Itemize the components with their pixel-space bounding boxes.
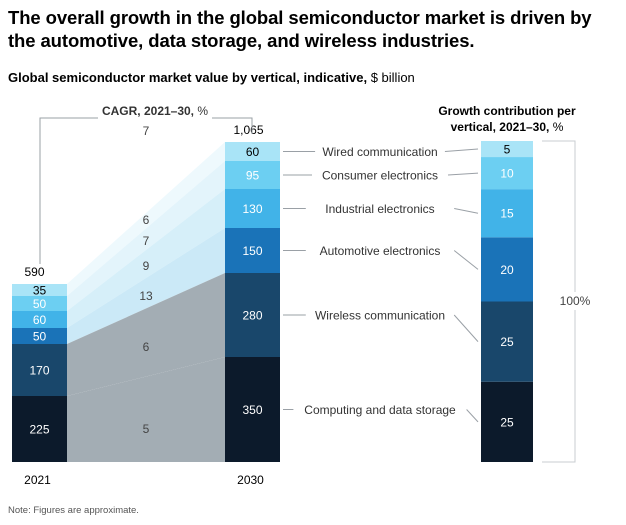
connector-right-industrial-electronics — [454, 208, 479, 214]
connector-right-wired-communication — [444, 148, 479, 152]
cagr-value-wired-communication: 6 — [143, 213, 150, 227]
contribution-segment-computing-and-data-storage — [481, 381, 533, 462]
contribution-segment-wireless-communication — [481, 301, 533, 382]
total-contribution-label: 100% — [560, 294, 591, 308]
cagr-total: 7 — [143, 124, 150, 138]
bar-segment-2021-automotive-electronics — [12, 328, 67, 344]
cagr-value-consumer-electronics: 7 — [143, 234, 150, 248]
cagr-value-industrial-electronics: 9 — [143, 259, 150, 273]
cagr-value-wireless-communication: 6 — [143, 340, 150, 354]
contribution-title-line1: Growth contribution per — [438, 104, 576, 118]
value-label-2030-automotive-electronics: 150 — [242, 244, 262, 258]
cagr-band-wireless-communication — [67, 273, 225, 396]
value-label-2030-wired-communication: 60 — [246, 145, 260, 159]
contribution-bar: 25 25 20 15 10 5 — [481, 141, 533, 462]
total-label-2021: 590 — [24, 265, 44, 279]
bar-segment-2030-automotive-electronics — [225, 228, 280, 273]
value-label-2021-automotive-electronics: 50 — [33, 330, 47, 344]
bar-segment-2030-computing-and-data-storage — [225, 357, 280, 462]
subtitle-unit: $ billion — [370, 70, 415, 85]
cagr-band-consumer-electronics — [67, 161, 225, 311]
bar-segment-2021-industrial-electronics — [12, 311, 67, 328]
bar-segment-2021-consumer-electronics — [12, 296, 67, 311]
connector-right-computing-and-data-storage — [466, 409, 479, 423]
cagr-bracket-left — [39, 117, 98, 264]
bar-segment-2030-wireless-communication — [225, 273, 280, 357]
series-label-wired-communication: Wired communication — [322, 145, 437, 159]
contribution-segment-automotive-electronics — [481, 237, 533, 302]
value-label-2030-industrial-electronics: 130 — [242, 202, 262, 216]
cagr-band-industrial-electronics — [67, 189, 225, 328]
cagr-band-automotive-electronics — [67, 228, 225, 344]
value-label-2021-consumer-electronics: 50 — [33, 297, 47, 311]
connector-right-wireless-communication — [453, 314, 479, 342]
connector-right-automotive-electronics — [453, 250, 479, 270]
bar-segment-2030-industrial-electronics — [225, 189, 280, 228]
contribution-title-unit: % — [553, 120, 564, 134]
value-label-2030-wireless-communication: 280 — [242, 309, 262, 323]
contribution-label-computing-and-data-storage: 25 — [500, 415, 514, 429]
contribution-label-wired-communication: 5 — [504, 143, 511, 157]
value-label-2030-computing-and-data-storage: 350 — [242, 403, 262, 417]
series-label-consumer-electronics: Consumer electronics — [322, 169, 438, 183]
chart-labels: 590 1,065 2021 2030 CAGR, 2021–30, % 7 5 6 13 9 7 6… — [24, 104, 594, 487]
series-label-automotive-electronics: Automotive electronics — [320, 244, 441, 258]
total-bracket-gap — [556, 292, 594, 310]
cagr-header-text: CAGR, 2021–30, — [102, 104, 197, 118]
total-label-2030: 1,065 — [233, 123, 263, 137]
series-label-wireless-communication: Wireless communication — [315, 309, 445, 323]
cagr-band-computing-and-data-storage — [67, 357, 225, 462]
connector-right-consumer-electronics — [447, 172, 479, 176]
cagr-value-computing-and-data-storage: 5 — [143, 422, 150, 436]
bar-segment-2030-wired-communication — [225, 142, 280, 161]
contribution-label-wireless-communication: 25 — [500, 335, 514, 349]
series-label-industrial-electronics: Industrial electronics — [325, 202, 434, 216]
cagr-header: CAGR, 2021–30, % — [102, 104, 208, 118]
contribution-label-automotive-electronics: 20 — [500, 263, 514, 277]
value-label-2021-wired-communication: 35 — [33, 284, 47, 298]
value-label-2030-consumer-electronics: 95 — [246, 169, 260, 183]
x-tick-label-2030: 2030 — [237, 473, 264, 487]
x-tick-label-2021: 2021 — [24, 473, 51, 487]
value-label-2021-industrial-electronics: 60 — [33, 313, 47, 327]
series-label-computing-and-data-storage: Computing and data storage — [304, 403, 456, 417]
contribution-segment-wired-communication — [481, 141, 533, 158]
cagr-value-automotive-electronics: 13 — [139, 289, 153, 303]
chart-subtitle: Global semiconductor market value by ver… — [8, 70, 415, 85]
bar-segment-2030-consumer-electronics — [225, 161, 280, 189]
contribution-segment-consumer-electronics — [481, 157, 533, 190]
footnote: Note: Figures are approximate. — [8, 505, 139, 516]
cagr-bracket-right — [212, 117, 253, 134]
contribution-segment-industrial-electronics — [481, 189, 533, 238]
value-label-2021-computing-and-data-storage: 225 — [29, 423, 49, 437]
contribution-label-industrial-electronics: 15 — [500, 207, 514, 221]
value-label-2021-wireless-communication: 170 — [29, 364, 49, 378]
cagr-bands — [67, 142, 225, 462]
contribution-label-consumer-electronics: 10 — [500, 167, 514, 181]
bar-segment-2021-wireless-communication — [12, 344, 67, 396]
bar-segment-2021-wired-communication — [12, 284, 67, 296]
subtitle-text: Global semiconductor market value by ver… — [8, 70, 368, 85]
chart-title: The overall growth in the global semicon… — [8, 7, 592, 51]
cagr-header-unit: % — [197, 104, 208, 118]
contribution-title: Growth contribution per vertical, 2021–30… — [438, 104, 576, 134]
cagr-band-wired-communication — [67, 142, 225, 296]
contribution-title-line2: vertical, 2021–30, — [451, 120, 553, 134]
bar-segment-2021-computing-and-data-storage — [12, 396, 67, 462]
